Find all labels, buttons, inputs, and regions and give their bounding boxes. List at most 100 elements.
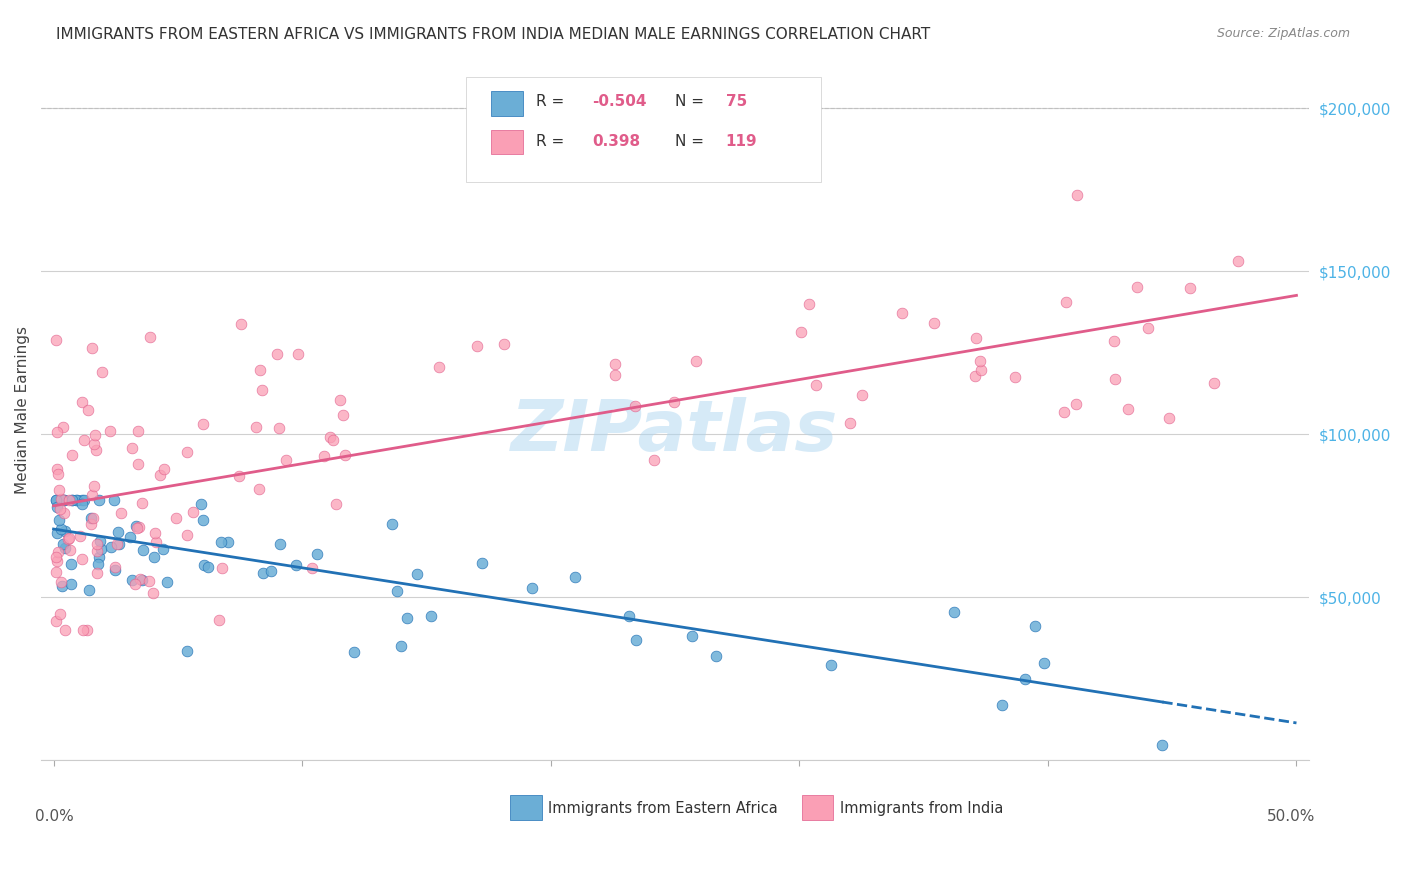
Immigrants from Eastern Africa bbox=[65, 492, 87, 507]
Immigrants from India bbox=[121, 442, 143, 456]
Immigrants from Eastern Africa bbox=[52, 537, 75, 551]
Immigrants from India bbox=[104, 559, 127, 574]
Immigrants from Eastern Africa bbox=[1014, 672, 1036, 686]
Immigrants from Eastern Africa bbox=[60, 492, 83, 507]
Immigrants from India bbox=[249, 363, 271, 377]
Immigrants from India bbox=[312, 449, 335, 463]
Immigrants from India bbox=[45, 333, 67, 347]
Immigrants from Eastern Africa bbox=[285, 558, 308, 572]
Immigrants from Eastern Africa bbox=[87, 557, 110, 571]
Immigrants from India bbox=[465, 339, 488, 353]
Immigrants from Eastern Africa bbox=[79, 582, 101, 597]
Text: N =: N = bbox=[675, 95, 709, 109]
FancyBboxPatch shape bbox=[491, 91, 523, 116]
Immigrants from India bbox=[269, 421, 291, 435]
Immigrants from India bbox=[183, 505, 205, 519]
Immigrants from Eastern Africa bbox=[389, 639, 412, 653]
Immigrants from India bbox=[69, 529, 91, 543]
Immigrants from India bbox=[1226, 254, 1249, 268]
Immigrants from India bbox=[145, 535, 167, 549]
Immigrants from Eastern Africa bbox=[419, 609, 441, 624]
Immigrants from India bbox=[45, 549, 67, 564]
Immigrants from Eastern Africa bbox=[53, 541, 76, 556]
Immigrants from Eastern Africa bbox=[52, 492, 75, 507]
Immigrants from India bbox=[52, 419, 75, 434]
Immigrants from India bbox=[58, 493, 80, 508]
Immigrants from India bbox=[322, 433, 344, 447]
Immigrants from India bbox=[86, 543, 108, 558]
Immigrants from India bbox=[165, 511, 187, 525]
Text: 50.0%: 50.0% bbox=[1267, 809, 1315, 824]
Immigrants from India bbox=[80, 517, 103, 532]
Immigrants from Eastern Africa bbox=[942, 606, 965, 620]
Immigrants from Eastern Africa bbox=[624, 632, 647, 647]
Immigrants from Eastern Africa bbox=[991, 698, 1014, 713]
Immigrants from Eastern Africa bbox=[118, 530, 141, 544]
Immigrants from India bbox=[70, 551, 93, 566]
Immigrants from Eastern Africa bbox=[90, 541, 112, 556]
Immigrants from Eastern Africa bbox=[121, 573, 143, 587]
Immigrants from India bbox=[1064, 397, 1087, 411]
Immigrants from India bbox=[72, 623, 94, 637]
Immigrants from Eastern Africa bbox=[103, 492, 125, 507]
Immigrants from India bbox=[46, 467, 69, 481]
Immigrants from Eastern Africa bbox=[73, 492, 96, 507]
Immigrants from Eastern Africa bbox=[59, 577, 82, 591]
Immigrants from India bbox=[45, 615, 67, 629]
Immigrants from Eastern Africa bbox=[72, 497, 94, 511]
Immigrants from Eastern Africa bbox=[51, 579, 73, 593]
Immigrants from India bbox=[83, 479, 105, 493]
Immigrants from India bbox=[125, 521, 148, 535]
Immigrants from Eastern Africa bbox=[152, 542, 174, 557]
Immigrants from Eastern Africa bbox=[176, 643, 198, 657]
Immigrants from India bbox=[1054, 295, 1077, 310]
Immigrants from India bbox=[1178, 281, 1201, 295]
Text: Source: ZipAtlas.com: Source: ZipAtlas.com bbox=[1216, 27, 1350, 40]
Immigrants from India bbox=[49, 607, 72, 621]
Immigrants from India bbox=[127, 424, 149, 438]
Immigrants from Eastern Africa bbox=[52, 492, 75, 507]
Immigrants from Eastern Africa bbox=[89, 534, 111, 549]
Immigrants from Eastern Africa bbox=[193, 513, 215, 527]
Immigrants from Eastern Africa bbox=[197, 560, 219, 574]
Immigrants from India bbox=[325, 497, 347, 511]
FancyBboxPatch shape bbox=[510, 796, 541, 820]
Immigrants from Eastern Africa bbox=[260, 564, 283, 578]
Immigrants from India bbox=[128, 520, 150, 534]
Immigrants from Eastern Africa bbox=[471, 556, 494, 570]
Immigrants from India bbox=[77, 402, 100, 417]
Immigrants from Eastern Africa bbox=[45, 492, 67, 507]
Immigrants from Eastern Africa bbox=[1024, 619, 1046, 633]
Immigrants from Eastern Africa bbox=[79, 511, 101, 525]
Immigrants from India bbox=[965, 331, 987, 345]
Immigrants from India bbox=[138, 574, 160, 588]
Immigrants from Eastern Africa bbox=[70, 492, 93, 507]
Immigrants from India bbox=[143, 526, 166, 541]
Immigrants from India bbox=[51, 492, 73, 507]
Immigrants from India bbox=[60, 448, 83, 462]
Immigrants from India bbox=[208, 613, 231, 627]
Immigrants from Eastern Africa bbox=[381, 517, 404, 532]
Immigrants from India bbox=[153, 461, 176, 475]
Immigrants from Eastern Africa bbox=[89, 492, 111, 507]
FancyBboxPatch shape bbox=[491, 129, 523, 154]
Immigrants from India bbox=[1159, 410, 1181, 425]
Immigrants from Eastern Africa bbox=[820, 657, 842, 672]
Immigrants from Eastern Africa bbox=[131, 542, 153, 557]
Immigrants from India bbox=[266, 347, 288, 361]
Immigrants from Eastern Africa bbox=[131, 574, 153, 588]
Immigrants from Eastern Africa bbox=[217, 534, 239, 549]
Immigrants from India bbox=[969, 354, 991, 368]
Immigrants from India bbox=[105, 536, 128, 550]
Immigrants from Eastern Africa bbox=[343, 645, 366, 659]
Immigrants from India bbox=[969, 362, 991, 376]
Immigrants from India bbox=[252, 383, 274, 397]
Text: R =: R = bbox=[536, 95, 568, 109]
Immigrants from India bbox=[46, 462, 69, 476]
Immigrants from India bbox=[247, 482, 270, 496]
Immigrants from Eastern Africa bbox=[125, 519, 148, 533]
Immigrants from India bbox=[46, 545, 69, 559]
Immigrants from India bbox=[58, 543, 80, 558]
Immigrants from India bbox=[891, 306, 914, 320]
Immigrants from Eastern Africa bbox=[155, 575, 177, 590]
